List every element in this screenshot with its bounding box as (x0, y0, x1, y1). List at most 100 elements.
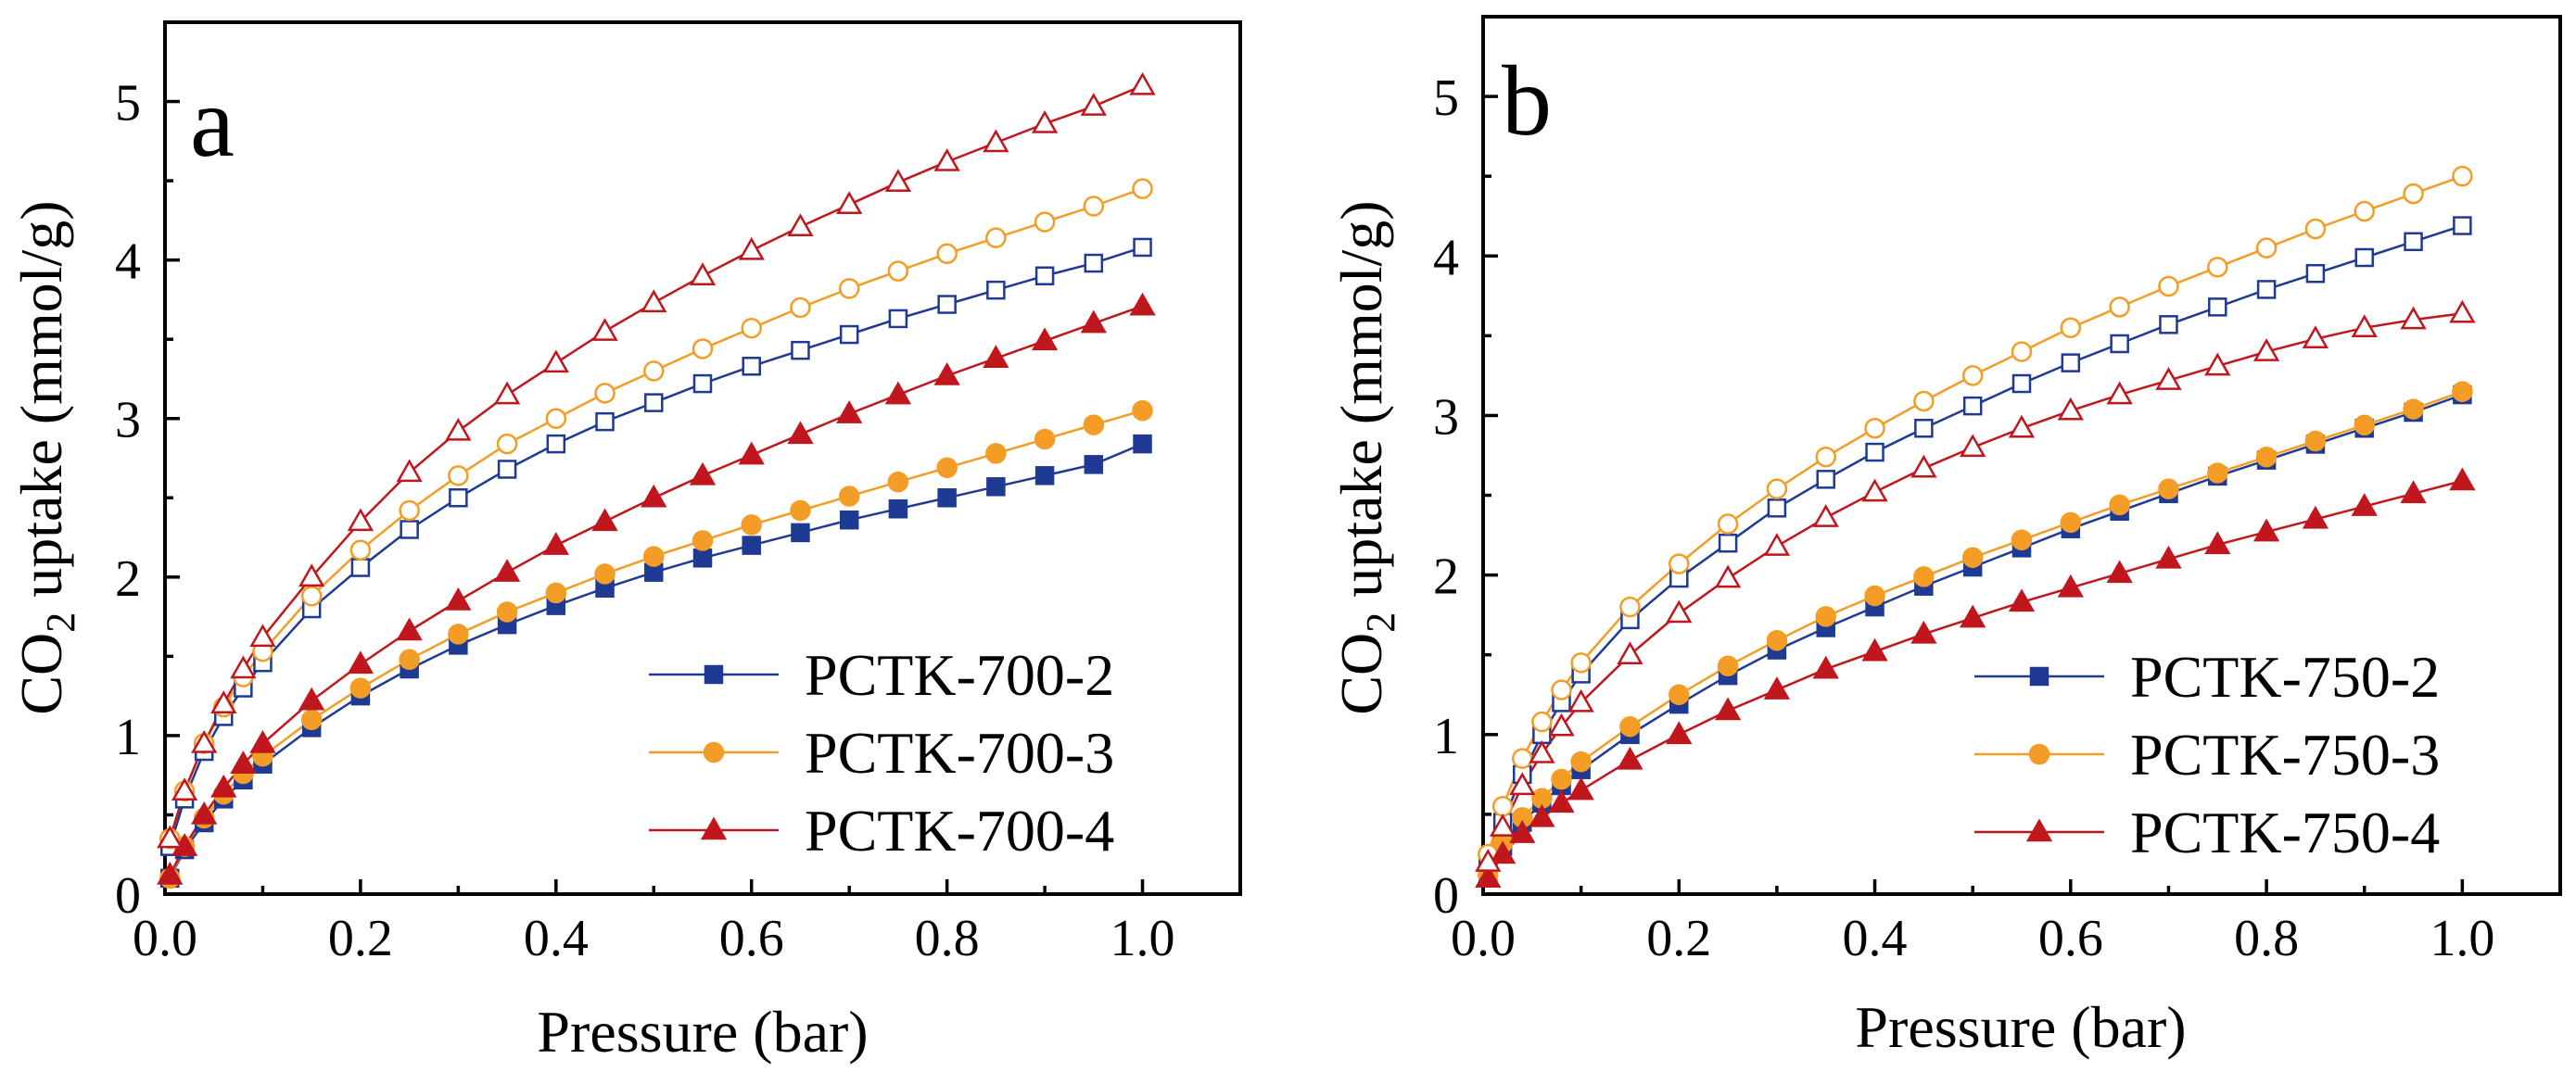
panel-a-point-pctk-700-4 (933, 362, 960, 385)
panel-b-point-pctk-750-4-desorption (1763, 533, 1791, 556)
panel-a-x-tick-label: 0.4 (524, 910, 589, 967)
panel-a-point-pctk-700-4 (983, 345, 1009, 368)
panel-a-point-pctk-700-4 (157, 861, 184, 885)
panel-a-point-pctk-700-4 (1031, 327, 1059, 351)
panel-b-point-pctk-750-4-desorption (2252, 338, 2280, 361)
panel-b-frame (1481, 15, 2562, 896)
panel-a-point-pctk-700-4 (689, 461, 717, 486)
panel-b-point-pctk-750-3 (1864, 585, 1885, 607)
panel-b-point-pctk-750-2-desorption (1767, 498, 1787, 518)
panel-b-point-pctk-750-4 (1763, 676, 1791, 700)
panel-a-point-pctk-700-4-desorption (493, 381, 521, 405)
panel-a-point-pctk-700-4 (249, 729, 276, 753)
panel-a-point-pctk-700-4-desorption (230, 655, 257, 679)
panel-a-point-pctk-700-3 (790, 499, 811, 522)
panel-b-point-pctk-750-3 (2255, 446, 2278, 468)
panel-b-point-pctk-750-4 (1548, 789, 1575, 813)
panel-a-point-pctk-700-3-desorption (1083, 195, 1105, 217)
panel-a-point-pctk-700-4-desorption (933, 148, 960, 171)
panel-a-y-tick-label: 0 (115, 867, 141, 925)
panel-a-point-pctk-700-2-desorption (1133, 237, 1152, 258)
panel-a-point-pctk-700-4-desorption (171, 777, 198, 801)
panel-b-point-pctk-750-4 (2302, 505, 2329, 529)
panel-b-y-axis-title: CO2 uptake (mmol/g) (1328, 200, 1403, 714)
panel-a-y-axis-title: CO2 uptake (mmol/g) (8, 200, 83, 714)
panel-a-point-pctk-700-4 (641, 484, 667, 508)
panel-a-point-pctk-700-4 (591, 508, 618, 532)
panel-b-legend-marker (2028, 743, 2050, 765)
panel-a-letter: a (190, 68, 235, 178)
panel-a-point-pctk-700-4-desorption (249, 624, 276, 648)
panel-b-point-pctk-750-4 (2106, 560, 2133, 584)
panel-b-point-pctk-750-3-desorption (2011, 341, 2033, 362)
panel-a-x-tick-label: 0.8 (915, 910, 980, 967)
panel-a-point-pctk-700-4-desorption (191, 729, 218, 753)
panel-a-point-pctk-700-3 (1083, 414, 1105, 435)
panel-b-point-pctk-750-3-desorption (1512, 748, 1533, 769)
panel-b-point-pctk-750-3 (1766, 629, 1788, 651)
panel-b-point-pctk-750-4 (1812, 655, 1839, 679)
panel-a-x-axis-title: Pressure (bar) (537, 999, 868, 1065)
panel-b-point-pctk-750-4 (1489, 840, 1516, 864)
panel-a-y-axis-title-rest: uptake (mmol/g) (8, 200, 74, 612)
panel-a-point-pctk-700-4 (787, 421, 814, 445)
panel-b-point-pctk-750-4-desorption (2106, 381, 2133, 405)
panel-a-frame (163, 20, 1242, 896)
panel-b-point-pctk-750-3 (2158, 478, 2179, 499)
panel-b-legend-label: PCTK-750-3 (2130, 722, 2440, 788)
panel-b-point-pctk-750-4-desorption (1489, 813, 1516, 837)
panel-a-point-pctk-700-3-desorption (545, 408, 567, 429)
panel-a-point-pctk-700-2-desorption (839, 324, 859, 345)
panel-b-y-axis-title-sub: 2 (1358, 612, 1403, 633)
panel-b-point-pctk-750-3 (1961, 547, 1984, 568)
panel-a-point-pctk-700-3 (838, 486, 860, 507)
panel-b-point-pctk-750-2-desorption (2404, 232, 2423, 252)
panel-a-point-pctk-700-4-desorption (983, 129, 1009, 153)
panel-b-x-tick-label: 0.4 (1843, 910, 1908, 967)
panel-a-point-pctk-700-4-desorption (884, 169, 912, 193)
panel-a-point-pctk-700-4-desorption (542, 349, 569, 373)
panel-b-point-pctk-750-2-desorption (2354, 247, 2374, 268)
panel-b-point-pctk-750-4-desorption (2057, 397, 2084, 421)
panel-a-point-pctk-700-3-desorption (887, 260, 909, 282)
panel-b-x-tick-label: 0.6 (2038, 910, 2103, 967)
panel-a-point-pctk-700-4 (445, 586, 472, 611)
panel-b-y-axis-title-rest: uptake (mmol/g) (1328, 200, 1394, 612)
panel-b-point-pctk-750-3-desorption (2060, 317, 2082, 339)
panel-a-point-pctk-700-3 (496, 601, 518, 623)
panel-b-ticks: 0.0 0.2 0.4 0.6 0.8 1.0 0 1 2 3 4 5 (1433, 69, 2494, 967)
panel-a-point-pctk-700-3-desorption (838, 278, 860, 299)
panel-b-point-pctk-750-3 (2452, 381, 2473, 402)
panel-a-point-pctk-700-3 (448, 624, 469, 645)
panel-b-point-pctk-750-4-desorption (1529, 739, 1555, 763)
panel-b-point-pctk-750-3 (1669, 684, 1690, 706)
panel-a-point-pctk-700-3 (985, 443, 1007, 464)
panel-b-point-pctk-750-3 (1619, 715, 1641, 738)
panel-b-x-tick-label: 1.0 (2430, 910, 2494, 967)
panel-a-point-pctk-700-2-desorption (791, 340, 810, 360)
panel-b-point-pctk-750-4-desorption (1960, 434, 1986, 458)
panel-b-point-pctk-750-3 (2060, 511, 2082, 534)
panel-b-point-pctk-750-2-desorption (2159, 315, 2178, 334)
panel-a-point-pctk-700-2-desorption (1034, 266, 1055, 285)
panel-b-point-pctk-750-3-desorption (2354, 200, 2375, 222)
panel-a-ticks: 0.0 0.2 0.4 0.6 0.8 1.0 0 1 2 3 4 5 (115, 75, 1175, 967)
panel-b-point-pctk-750-4 (2252, 518, 2280, 542)
panel-b-point-pctk-750-4-desorption (1548, 713, 1575, 737)
panel-a-point-pctk-700-3 (399, 649, 420, 671)
panel-a-point-pctk-700-4 (210, 774, 237, 798)
panel-a-x-tick-label: 0.0 (133, 910, 197, 967)
panel-a-series-marks (157, 71, 1156, 889)
panel-b-point-pctk-750-3 (2403, 398, 2424, 420)
panel-b-point-pctk-750-4 (1567, 776, 1594, 801)
panel-a-point-pctk-700-4-desorption (689, 262, 717, 285)
panel-a-point-pctk-700-4-desorption (210, 690, 237, 713)
panel-a-point-pctk-700-4-desorption (836, 191, 863, 215)
panel-a-point-pctk-700-4-desorption (1129, 71, 1156, 95)
panel-b-point-pctk-750-4-desorption (1812, 504, 1839, 527)
panel-b-legend: PCTK-750-2 PCTK-750-3 PCTK-750-4 (1974, 644, 2440, 865)
panel-a-point-pctk-700-3-desorption (300, 586, 323, 607)
panel-a-point-pctk-700-2 (937, 488, 957, 508)
panel-b-point-pctk-750-4-desorption (2302, 325, 2329, 349)
panel-a-legend-marker (700, 816, 728, 840)
